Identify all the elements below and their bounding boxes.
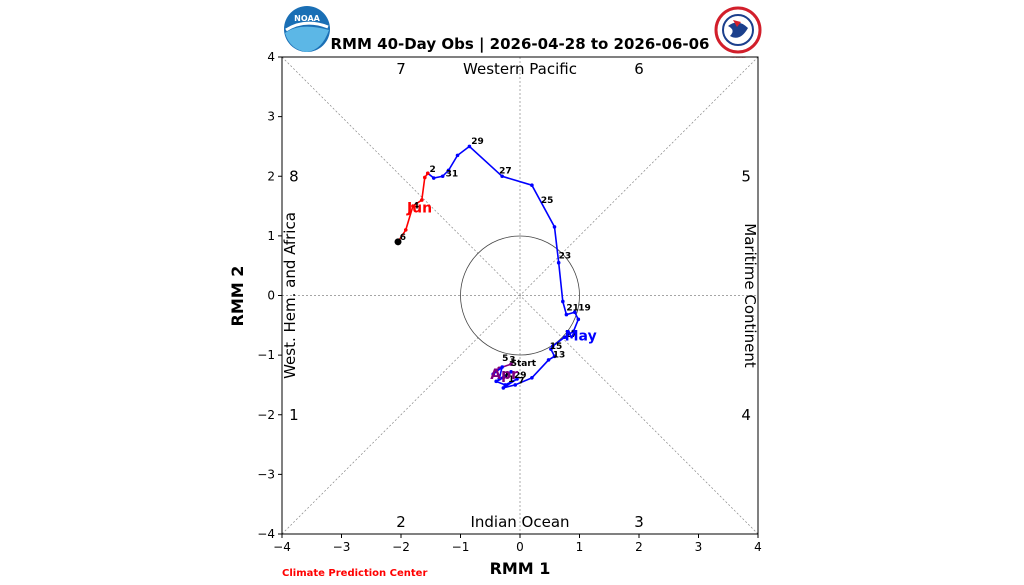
data-point: [446, 168, 451, 173]
region-label-left: West. Hem. and Africa: [281, 212, 299, 379]
data-point: [571, 329, 576, 334]
phase-label: 8: [289, 167, 299, 185]
data-point: [550, 344, 555, 348]
day-label: 29: [514, 371, 527, 381]
chart-title: RMM 40-Day Obs | 2026-04-28 to 2026-06-0…: [331, 35, 710, 54]
phase-label: 3: [634, 513, 644, 531]
data-point: [491, 372, 496, 377]
x-axis-label: RMM 1: [490, 559, 551, 578]
day-label: 31: [446, 169, 459, 179]
data-point: [552, 225, 557, 229]
day-label: 2: [430, 165, 436, 175]
noaa-logo: NOAA: [284, 6, 330, 52]
day-label: 17: [565, 330, 578, 340]
footer-credit: Climate Prediction Center: [282, 568, 428, 579]
day-label: 1: [508, 375, 514, 385]
data-point: [549, 347, 553, 351]
day-label: 27: [499, 166, 512, 176]
day-label: 23: [559, 252, 572, 262]
nws-logo: NATIONAL WEATHER SERVICE: [714, 6, 762, 59]
data-point: [515, 377, 519, 381]
data-point: [431, 176, 436, 180]
noaa-logo-text: NOAA: [294, 14, 320, 23]
x-tick-label: 4: [754, 540, 762, 554]
day-label: 5: [502, 354, 508, 364]
data-point: [500, 174, 504, 179]
day-label: 19: [578, 303, 591, 313]
y-tick-label: −1: [257, 348, 275, 362]
day-label: 21: [566, 303, 579, 313]
data-point: [501, 386, 506, 390]
data-point: [562, 335, 567, 340]
data-point: [467, 144, 472, 149]
end-marker: [394, 238, 402, 246]
y-tick-label: 4: [267, 50, 275, 64]
data-point: [411, 204, 415, 208]
data-point: [552, 354, 557, 359]
day-label: 13: [553, 351, 566, 361]
data-point: [425, 171, 430, 176]
day-label: Start: [510, 359, 536, 369]
region-label-top: Western Pacific: [463, 60, 577, 78]
data-point: [530, 375, 534, 380]
region-label-right: Maritime Continent: [741, 223, 759, 368]
day-label: 15: [550, 342, 563, 352]
month-label: Jun: [406, 200, 432, 216]
day-label: 4: [413, 201, 419, 211]
day-label: 9: [502, 371, 508, 381]
x-tick-label: 2: [635, 540, 643, 554]
data-point: [420, 198, 424, 202]
data-point: [500, 365, 504, 369]
x-tick-label: 1: [576, 540, 584, 554]
phase-label: 5: [741, 167, 751, 185]
y-tick-label: 3: [267, 110, 275, 124]
data-point: [556, 260, 561, 265]
phase-label: 7: [396, 60, 406, 78]
data-point: [501, 375, 506, 380]
y-tick-label: 2: [267, 169, 275, 183]
phase-label: 4: [741, 406, 751, 424]
data-point: [572, 310, 577, 314]
y-tick-label: 0: [267, 289, 275, 303]
data-point: [423, 175, 427, 180]
y-tick-label: −4: [257, 527, 275, 541]
data-point: [564, 312, 569, 317]
data-point: [509, 362, 513, 366]
day-label: 29: [471, 137, 484, 147]
data-point: [494, 379, 499, 384]
data-point: [530, 183, 534, 187]
data-point: [455, 153, 460, 158]
y-tick-label: −3: [257, 467, 275, 481]
data-point: [576, 317, 581, 322]
y-axis-label: RMM 2: [228, 266, 247, 327]
x-tick-label: −1: [452, 540, 470, 554]
data-point: [440, 174, 445, 179]
data-point: [403, 228, 408, 232]
day-label: 3: [509, 355, 515, 365]
unit-circle: [460, 235, 580, 356]
month-label: Apr: [490, 367, 518, 383]
data-point: [509, 370, 513, 374]
data-point: [503, 383, 507, 387]
data-point: [561, 299, 565, 304]
x-tick-label: 3: [695, 540, 703, 554]
phase-label: 1: [289, 406, 299, 424]
day-label: 7: [518, 377, 524, 387]
phase-label: 6: [634, 60, 644, 78]
month-label: May: [565, 328, 597, 344]
x-tick-label: −4: [273, 540, 291, 554]
region-label-bottom: Indian Ocean: [470, 513, 569, 531]
y-tick-label: 1: [267, 229, 275, 243]
x-tick-label: 0: [516, 540, 524, 554]
x-tick-label: −3: [333, 540, 351, 554]
data-point: [513, 383, 518, 387]
data-point: [497, 377, 501, 381]
data-point: [546, 358, 551, 362]
phase-label: 2: [396, 513, 406, 531]
y-tick-label: −2: [257, 408, 275, 422]
day-label: 6: [400, 233, 406, 243]
x-tick-label: −2: [392, 540, 410, 554]
day-label: 25: [541, 196, 554, 206]
